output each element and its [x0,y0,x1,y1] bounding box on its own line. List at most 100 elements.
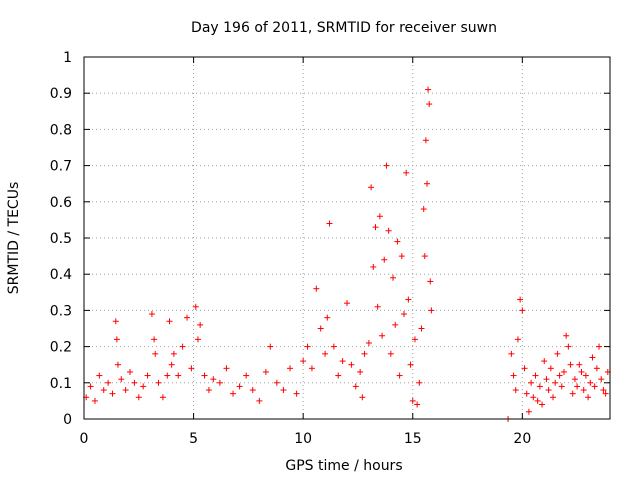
data-point [521,365,528,372]
data-point [131,379,138,386]
data-point [280,387,287,394]
data-point [523,390,530,397]
data-point [148,311,155,318]
data-point [287,365,294,372]
data-point [383,162,390,169]
data-point [344,300,350,307]
data-point [313,285,320,292]
x-axis-title: GPS time / hours [285,458,402,474]
data-point [127,368,134,375]
tick-labels: 00.10.20.30.40.50.60.70.80.910 5 10 15 20 [50,50,532,447]
data-point [400,311,407,318]
data-point [140,383,147,390]
data-point [256,397,263,404]
y-tick-label: 0.6 [50,195,72,211]
data-point [135,394,142,401]
x-tick-label: 15 [404,431,422,447]
data-point [552,379,559,386]
data-point [249,387,256,394]
data-point [426,101,433,108]
data-point [381,256,388,263]
chart-title: Day 196 of 2011, SRMTID for receiver suw… [191,20,497,36]
grid [84,57,610,419]
data-point [560,368,567,375]
data-point [545,387,552,394]
data-point [273,379,280,386]
data-point [197,321,204,328]
data-point [405,296,412,303]
data-point [188,365,195,372]
data-point [113,336,120,343]
data-point [352,383,359,390]
data-point [536,383,543,390]
data-point [205,387,212,394]
data-point [357,368,364,375]
data-point [376,213,383,220]
y-tick-label: 0.5 [50,231,72,247]
data-point [164,372,171,379]
y-tick-label: 0.4 [50,267,72,283]
data-point [514,336,521,343]
data-point [166,318,173,325]
data-point [96,372,103,379]
data-point [112,318,119,325]
data-point [591,383,598,390]
y-tick-label: 0.2 [50,340,72,356]
data-point [304,343,311,350]
y-tick-label: 0 [63,412,72,428]
data-point [556,372,563,379]
data-point [508,350,515,357]
x-tick-label: 20 [513,431,531,447]
data-point [571,376,578,383]
data-point [159,394,166,401]
x-tick-label: 5 [189,431,198,447]
data-point [348,361,355,368]
data-point [519,307,526,314]
data-point [144,372,151,379]
data-point [324,314,331,321]
data-point [602,390,609,397]
data-point [396,372,403,379]
x-tick-label: 10 [294,431,312,447]
data-point [403,169,410,176]
data-point [339,358,346,365]
data-point [554,350,561,357]
data-point [425,86,432,93]
data-point [547,365,554,372]
data-point [372,224,379,231]
data-point [368,184,375,191]
data-point [418,325,425,332]
data-point [394,238,401,245]
axes [83,56,611,420]
y-axis-title: SRMTID / TECUs [6,182,22,295]
data-point [422,137,429,144]
data-point [411,336,418,343]
data-point [589,354,596,361]
data-point [596,343,603,350]
data-point [365,339,372,346]
data-point [379,332,386,339]
data-point [420,206,427,213]
y-tick-label: 1 [63,50,72,66]
data-point [151,336,158,343]
data-points [83,86,611,422]
data-point [370,263,377,270]
data-point [512,387,519,394]
y-tick-label: 0.1 [50,376,72,392]
data-point [87,383,94,390]
data-point [398,253,405,260]
data-point [421,253,428,260]
data-point [534,397,541,404]
data-point [216,379,223,386]
data-point [427,278,434,285]
y-tick-label: 0.3 [50,303,72,319]
data-point [201,372,208,379]
data-point [175,372,182,379]
data-point [582,372,589,379]
data-point [407,361,414,368]
data-point [543,376,550,383]
data-point [414,401,421,408]
data-point [236,383,243,390]
